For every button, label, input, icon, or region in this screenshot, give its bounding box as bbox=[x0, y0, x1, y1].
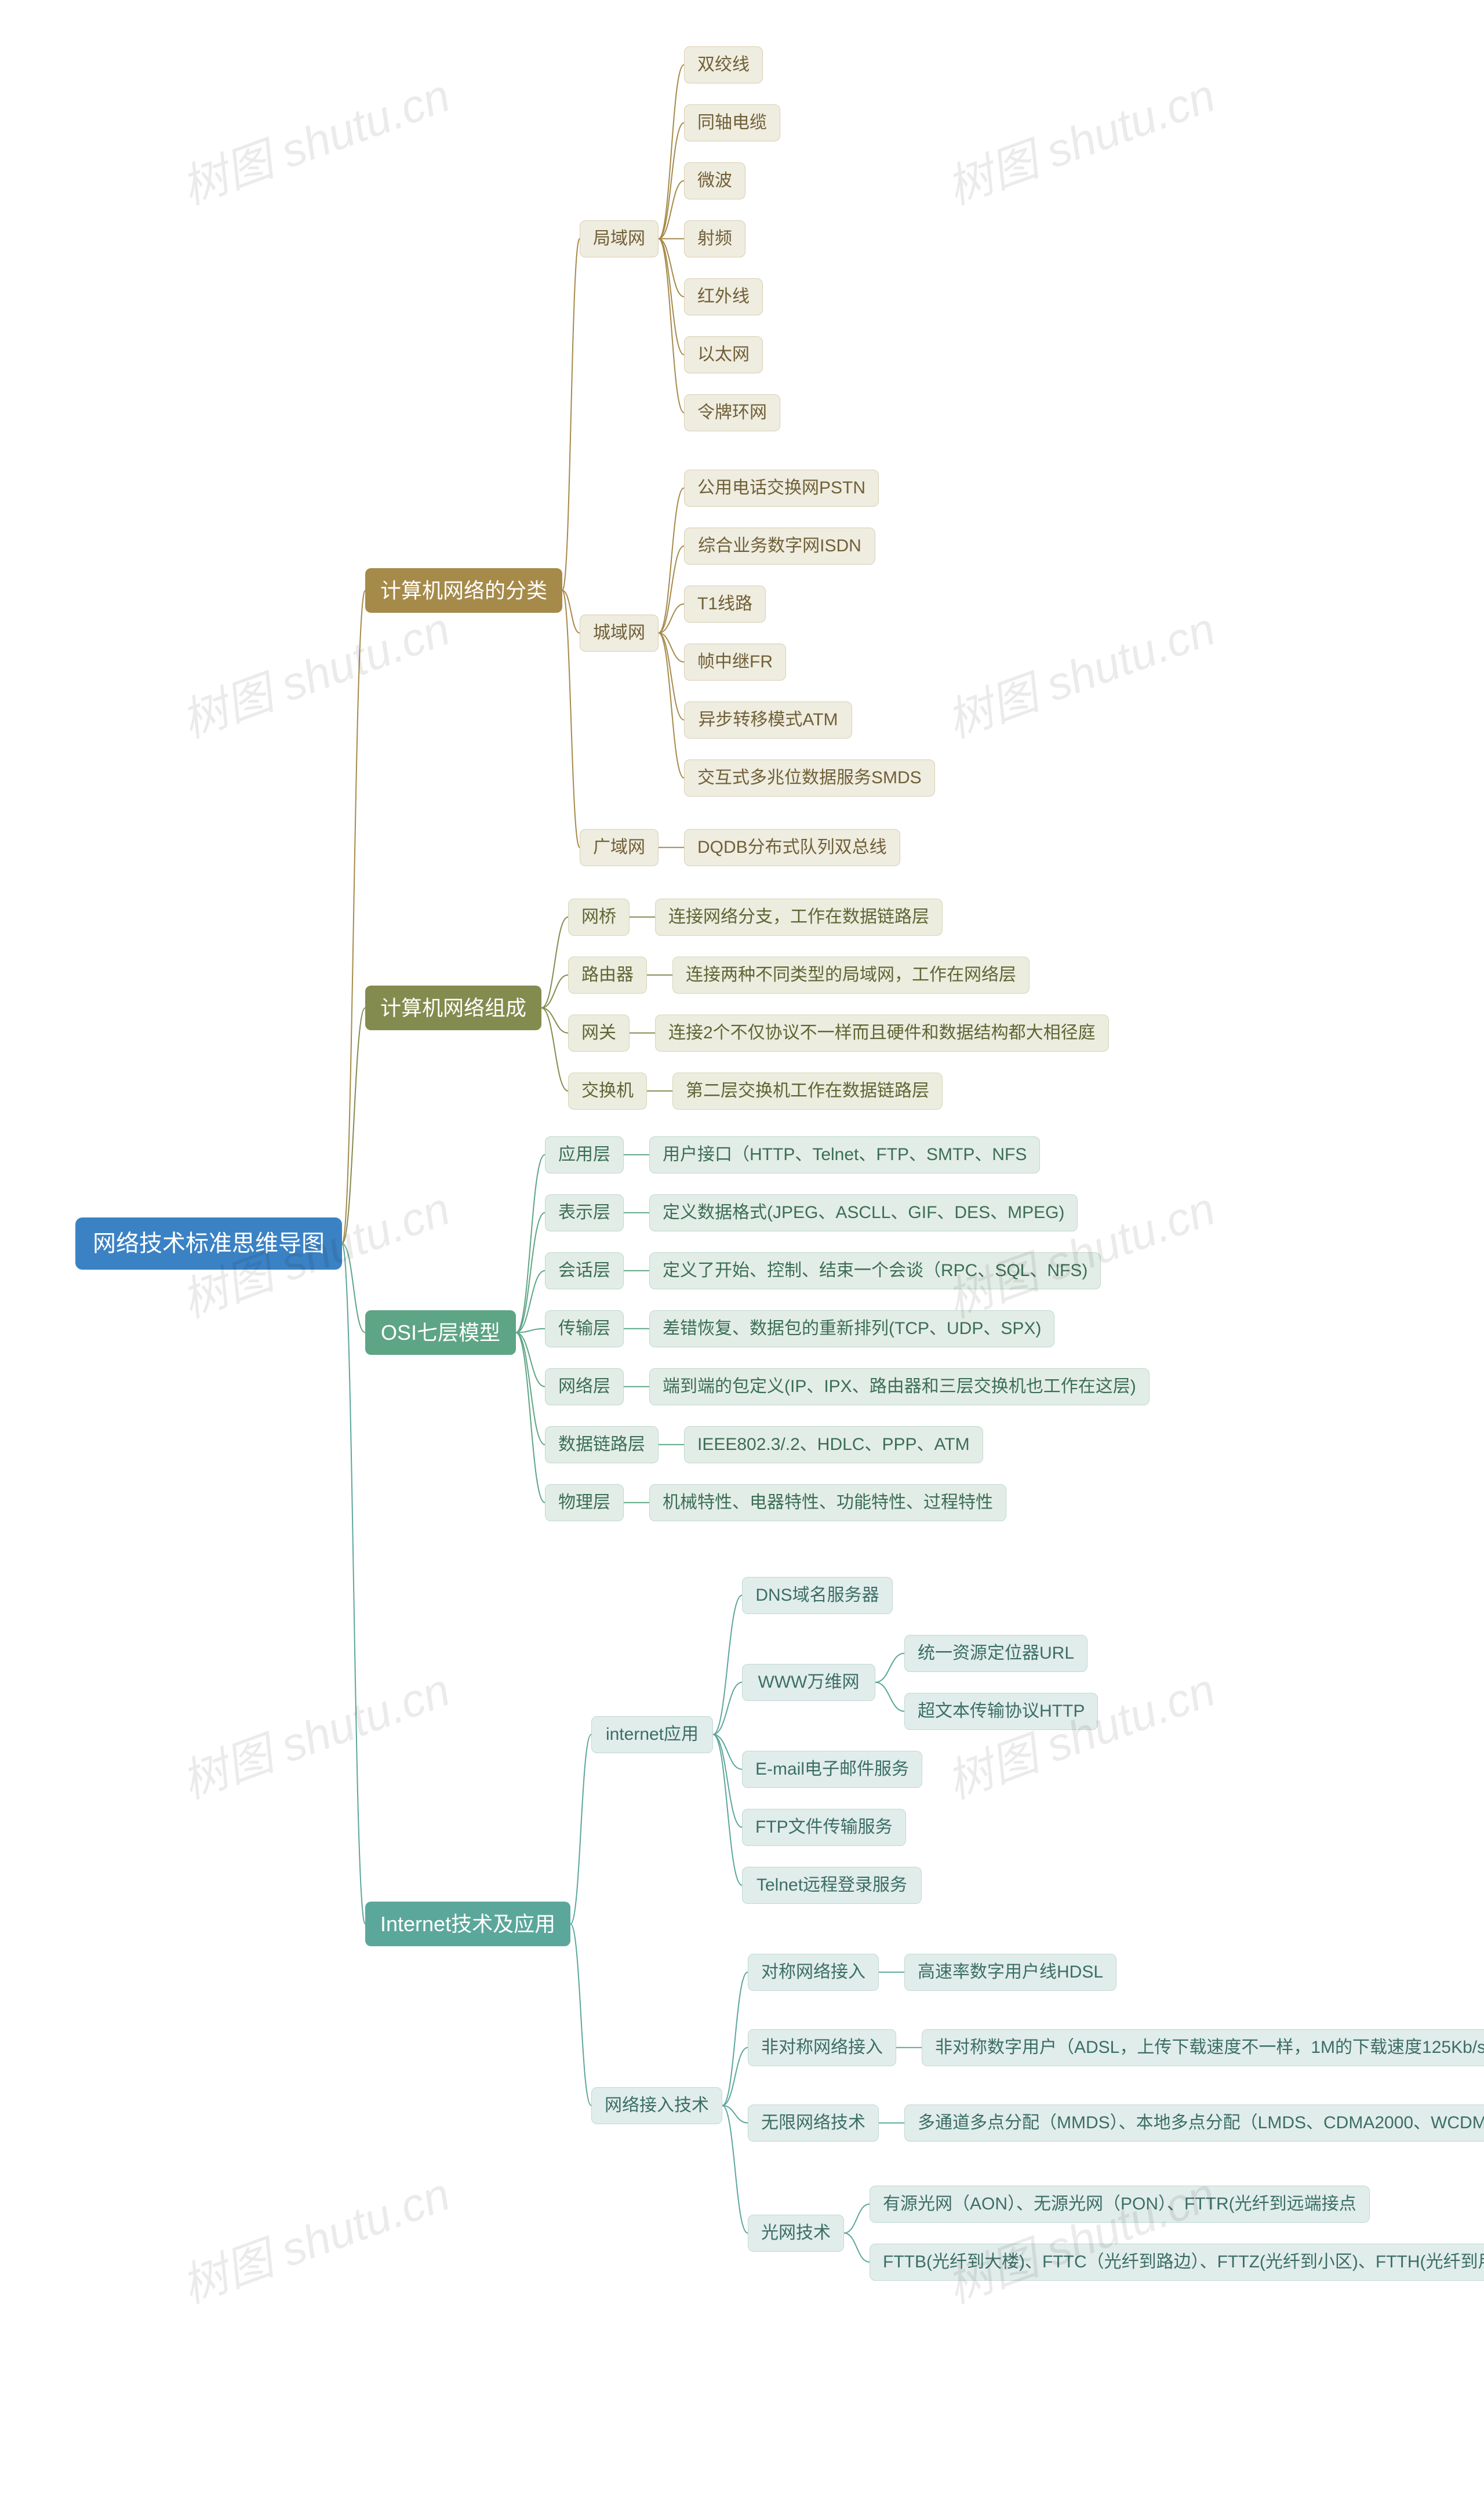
mindmap-node-b1c[interactable]: 广域网 bbox=[580, 829, 659, 866]
mindmap-node-b4b2a[interactable]: 非对称数字用户（ADSL，上传下载速度不一样，1M的下载速度125Kb/s) bbox=[922, 2029, 1484, 2066]
mindmap-node-b1a1[interactable]: 双绞线 bbox=[684, 46, 763, 83]
mindmap-node-b2c1[interactable]: 连接2个不仅协议不一样而且硬件和数据结构都大相径庭 bbox=[655, 1015, 1109, 1052]
watermark: 树图 shutu.cn bbox=[936, 1653, 1223, 1812]
mindmap-node-b4b3a[interactable]: 多通道多点分配（MMDS）、本地多点分配（LMDS、CDMA2000、WCDMA… bbox=[904, 2104, 1484, 2142]
watermark: 树图 shutu.cn bbox=[171, 1653, 458, 1812]
mindmap-node-b4b4[interactable]: 光网技术 bbox=[748, 2215, 844, 2252]
mindmap-node-b1b3[interactable]: T1线路 bbox=[684, 586, 766, 623]
mindmap-node-b4b4b[interactable]: FTTB(光纤到大楼)、FTTC（光纤到路边）、FTTZ(光纤到小区)、FTTH… bbox=[870, 2244, 1484, 2281]
mindmap-node-b4a3[interactable]: E-mail电子邮件服务 bbox=[742, 1751, 922, 1788]
mindmap-node-b3g1[interactable]: 机械特性、电器特性、功能特性、过程特性 bbox=[649, 1484, 1006, 1521]
mindmap-node-b3d1[interactable]: 差错恢复、数据包的重新排列(TCP、UDP、SPX) bbox=[649, 1310, 1054, 1347]
mindmap-node-root[interactable]: 网络技术标准思维导图 bbox=[75, 1217, 342, 1270]
mindmap-node-b4a5[interactable]: Telnet远程登录服务 bbox=[742, 1867, 922, 1904]
mindmap-node-b4a2[interactable]: WWW万维网 bbox=[742, 1664, 875, 1701]
mindmap-node-b3a[interactable]: 应用层 bbox=[545, 1136, 624, 1173]
mindmap-node-b4a1[interactable]: DNS域名服务器 bbox=[742, 1577, 893, 1614]
mindmap-node-b1b4[interactable]: 帧中继FR bbox=[684, 644, 786, 681]
mindmap-node-b1b6[interactable]: 交互式多兆位数据服务SMDS bbox=[684, 759, 935, 797]
watermark: 树图 shutu.cn bbox=[936, 59, 1223, 218]
mindmap-node-b2[interactable]: 计算机网络组成 bbox=[365, 986, 541, 1030]
mindmap-node-b3[interactable]: OSI七层模型 bbox=[365, 1310, 516, 1355]
mindmap-node-b4a2a[interactable]: 统一资源定位器URL bbox=[904, 1635, 1087, 1672]
mindmap-node-b3c[interactable]: 会话层 bbox=[545, 1252, 624, 1289]
mindmap-node-b3g[interactable]: 物理层 bbox=[545, 1484, 624, 1521]
mindmap-node-b1b5[interactable]: 异步转移模式ATM bbox=[684, 701, 852, 739]
mindmap-node-b1a[interactable]: 局域网 bbox=[580, 220, 659, 257]
mindmap-node-b1b1[interactable]: 公用电话交换网PSTN bbox=[684, 470, 879, 507]
mindmap-node-b4b3[interactable]: 无限网络技术 bbox=[748, 2104, 879, 2142]
mindmap-node-b4a[interactable]: internet应用 bbox=[591, 1716, 713, 1753]
mindmap-node-b1[interactable]: 计算机网络的分类 bbox=[365, 568, 562, 613]
mindmap-node-b4b2[interactable]: 非对称网络接入 bbox=[748, 2029, 896, 2066]
mindmap-node-b3d[interactable]: 传输层 bbox=[545, 1310, 624, 1347]
mindmap-node-b4a2b[interactable]: 超文本传输协议HTTP bbox=[904, 1693, 1098, 1730]
mindmap-node-b1a4[interactable]: 射频 bbox=[684, 220, 745, 257]
mindmap-node-b4[interactable]: Internet技术及应用 bbox=[365, 1902, 570, 1946]
mindmap-node-b1b[interactable]: 城域网 bbox=[580, 615, 659, 652]
watermark: 树图 shutu.cn bbox=[936, 2157, 1223, 2317]
mindmap-node-b2a1[interactable]: 连接网络分支，工作在数据链路层 bbox=[655, 899, 943, 936]
mindmap-node-b3a1[interactable]: 用户接口（HTTP、Telnet、FTP、SMTP、NFS bbox=[649, 1136, 1040, 1173]
mindmap-node-b4b[interactable]: 网络接入技术 bbox=[591, 2087, 722, 2124]
mindmap-node-b2d1[interactable]: 第二层交换机工作在数据链路层 bbox=[672, 1073, 943, 1110]
watermark: 树图 shutu.cn bbox=[171, 59, 458, 218]
mindmap-node-b3b[interactable]: 表示层 bbox=[545, 1194, 624, 1231]
mindmap-node-b2c[interactable]: 网关 bbox=[568, 1015, 630, 1052]
watermark: 树图 shutu.cn bbox=[171, 2157, 458, 2317]
mindmap-node-b1a2[interactable]: 同轴电缆 bbox=[684, 104, 780, 141]
mindmap-node-b1a7[interactable]: 令牌环网 bbox=[684, 394, 780, 431]
watermark: 树图 shutu.cn bbox=[171, 592, 458, 751]
mindmap-node-b2a[interactable]: 网桥 bbox=[568, 899, 630, 936]
mindmap-node-b4b4a[interactable]: 有源光网（AON）、无源光网（PON）、FTTR(光纤到远端接点 bbox=[870, 2186, 1370, 2223]
mindmap-node-b1c1[interactable]: DQDB分布式队列双总线 bbox=[684, 829, 900, 866]
mindmap-node-b2b1[interactable]: 连接两种不同类型的局域网，工作在网络层 bbox=[672, 957, 1030, 994]
mindmap-node-b3b1[interactable]: 定义数据格式(JPEG、ASCLL、GIF、DES、MPEG) bbox=[649, 1194, 1078, 1231]
mindmap-node-b3e1[interactable]: 端到端的包定义(IP、IPX、路由器和三层交换机也工作在这层) bbox=[649, 1368, 1150, 1405]
mindmap-node-b4b1[interactable]: 对称网络接入 bbox=[748, 1954, 879, 1991]
mindmap-node-b1a6[interactable]: 以太网 bbox=[684, 336, 763, 373]
watermark: 树图 shutu.cn bbox=[936, 592, 1223, 751]
mindmap-node-b3e[interactable]: 网络层 bbox=[545, 1368, 624, 1405]
mindmap-node-b4b1a[interactable]: 高速率数字用户线HDSL bbox=[904, 1954, 1116, 1991]
mindmap-node-b1a5[interactable]: 红外线 bbox=[684, 278, 763, 315]
mindmap-node-b3f1[interactable]: IEEE802.3/.2、HDLC、PPP、ATM bbox=[684, 1426, 983, 1463]
mindmap-node-b2b[interactable]: 路由器 bbox=[568, 957, 647, 994]
mindmap-node-b3c1[interactable]: 定义了开始、控制、结束一个会谈（RPC、SQL、NFS) bbox=[649, 1252, 1101, 1289]
mindmap-node-b4a4[interactable]: FTP文件传输服务 bbox=[742, 1809, 906, 1846]
mindmap-node-b2d[interactable]: 交换机 bbox=[568, 1073, 647, 1110]
mindmap-node-b1b2[interactable]: 综合业务数字网ISDN bbox=[684, 528, 875, 565]
mindmap-node-b3f[interactable]: 数据链路层 bbox=[545, 1426, 659, 1463]
mindmap-node-b1a3[interactable]: 微波 bbox=[684, 162, 745, 199]
